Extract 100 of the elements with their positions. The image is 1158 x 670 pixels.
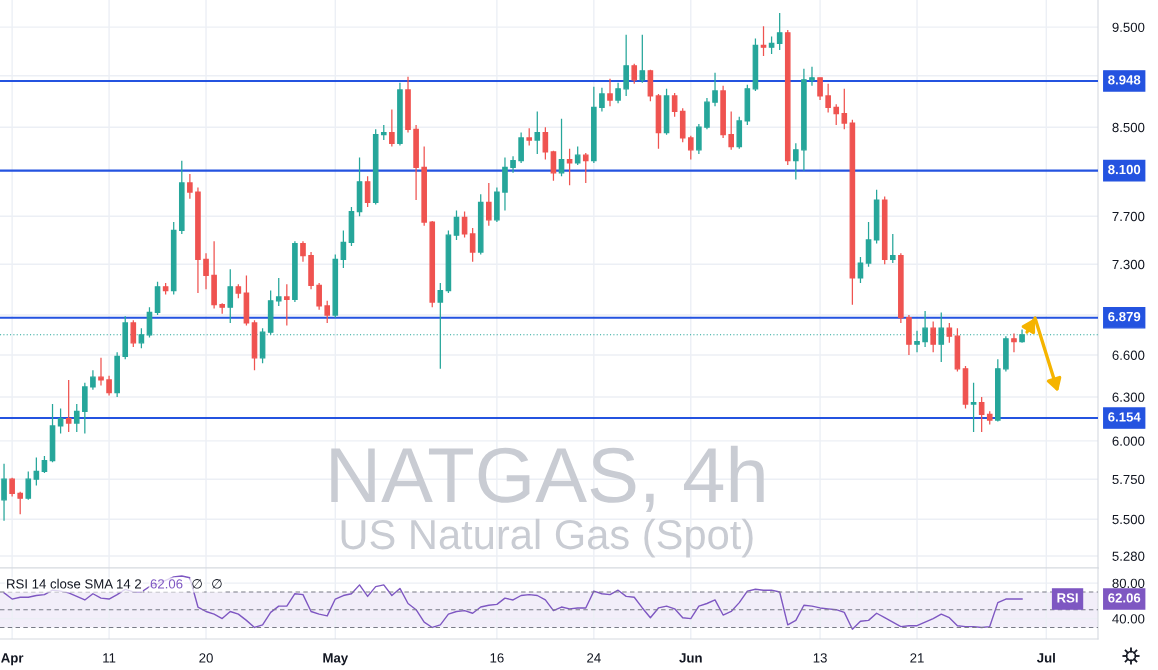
candlestick [397, 82, 403, 147]
y-tick-label: 7.300 [1112, 259, 1145, 270]
candlestick [162, 282, 169, 296]
candlestick [566, 148, 573, 186]
candlestick [308, 251, 314, 290]
candlestick [857, 256, 864, 284]
candlestick [292, 240, 298, 303]
candlestick [801, 68, 807, 172]
candlestick [978, 396, 985, 433]
candlestick [494, 186, 500, 223]
candlestick [486, 182, 492, 227]
candlestick [954, 327, 961, 373]
x-tick-label: 11 [103, 653, 116, 663]
candlestick [203, 252, 209, 290]
y-tick-label: 80.00 [1112, 578, 1145, 588]
x-tick-label: 16 [490, 653, 504, 663]
y-tick-label: 6.600 [1112, 350, 1145, 360]
candlestick [946, 322, 953, 344]
candlestick [65, 379, 72, 433]
candlestick [534, 110, 541, 155]
x-tick-label: 21 [910, 653, 924, 663]
candlestick [275, 277, 282, 307]
candlestick [898, 252, 904, 324]
candlestick [607, 78, 613, 107]
candlestick [752, 37, 759, 92]
candlestick [704, 97, 710, 130]
candlestick [841, 88, 848, 130]
candlestick [655, 93, 662, 150]
candlestick [833, 103, 840, 126]
candlestick [518, 131, 524, 164]
y-tick-label: 6.000 [1112, 436, 1145, 446]
candlestick [736, 116, 743, 150]
candlestick [542, 126, 549, 161]
candlestick [574, 145, 581, 166]
candlestick [849, 119, 856, 306]
candlestick [130, 319, 137, 348]
candlestick [445, 229, 452, 294]
candlestick [235, 283, 242, 299]
candlestick [380, 124, 387, 141]
candlestick [889, 233, 896, 264]
candlestick [768, 35, 775, 55]
candlestick [615, 82, 621, 104]
candlestick [17, 491, 24, 515]
candlestick [881, 195, 888, 265]
candlestick [1011, 332, 1017, 353]
candlestick [776, 12, 783, 51]
candlestick [696, 123, 702, 155]
candlestick [687, 135, 694, 161]
annotation: 62.06 [150, 579, 183, 589]
candlestick [284, 283, 290, 327]
candlestick [178, 160, 185, 235]
candlestick [502, 156, 508, 212]
candlestick [413, 124, 419, 201]
text: 62.06 [1108, 593, 1141, 603]
candlestick [57, 407, 64, 435]
candlestick [106, 375, 112, 397]
candlestick [477, 193, 484, 256]
candlestick [639, 34, 646, 84]
candlestick [389, 108, 395, 148]
x-tick-label: Apr [1, 653, 24, 666]
candlestick [825, 83, 831, 114]
candlestick [405, 76, 411, 134]
candlestick [114, 351, 120, 398]
x-tick-label: 24 [587, 653, 601, 663]
candlestick [251, 319, 258, 371]
candlestick [647, 69, 654, 102]
candlestick [720, 85, 726, 139]
candlestick [970, 382, 977, 433]
candlestick [526, 127, 533, 147]
candlestick [340, 229, 347, 269]
candlestick [986, 410, 993, 426]
candlestick [1, 463, 7, 522]
candlestick [356, 156, 363, 217]
candlestick [623, 34, 629, 97]
x-tick-label: 20 [199, 653, 213, 663]
candlestick [679, 107, 686, 143]
candlestick [421, 145, 427, 227]
x-tick-label: Jul [1036, 652, 1055, 663]
legend-label: RSI [1057, 593, 1078, 603]
candlestick [332, 253, 339, 319]
line-series [3, 575, 1023, 630]
candlestick [784, 29, 791, 166]
candlestick [98, 357, 104, 387]
candlestick [809, 66, 815, 87]
candlestick [599, 87, 605, 113]
x-tick-label: Jun [679, 653, 702, 663]
candlestick [243, 274, 250, 327]
candlestick [82, 382, 88, 435]
candlestick [631, 63, 638, 85]
candlestick [663, 88, 670, 136]
candlestick [582, 152, 589, 184]
candlestick [906, 314, 912, 356]
y-tick-label: 8.500 [1112, 122, 1145, 133]
candlestick [348, 206, 355, 247]
candlestick [324, 300, 331, 324]
ref-line-label: 8.100 [1108, 164, 1141, 175]
annotation: ∅ [212, 579, 222, 589]
candlestick [227, 268, 234, 324]
y-tick-label: 40.00 [1112, 614, 1145, 624]
y-tick-label: 7.700 [1112, 211, 1145, 222]
